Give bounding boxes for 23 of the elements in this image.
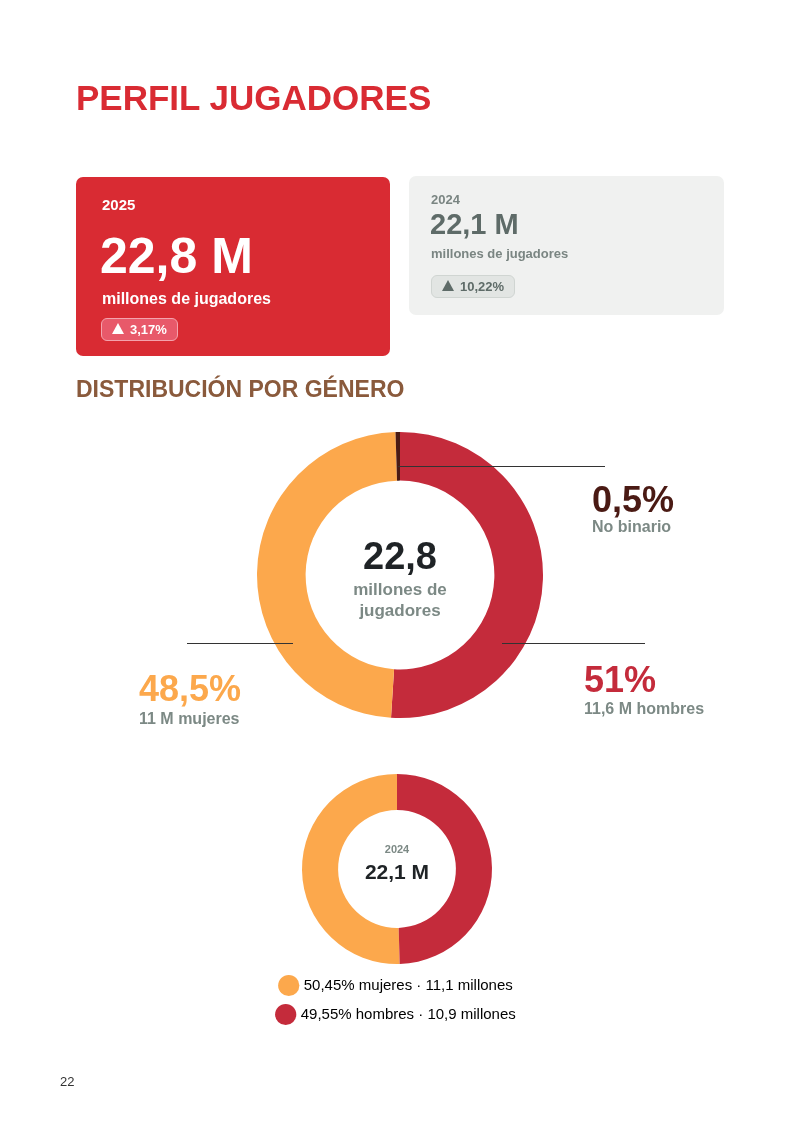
- slice-label: 11 M mujeres: [139, 710, 240, 727]
- legend-label: 49,55% hombres · 10,9 millones: [300, 1004, 516, 1022]
- text: 22,8 M: [100, 227, 253, 285]
- text: 22,1 M: [364, 860, 430, 883]
- text: 10,22%: [460, 279, 505, 294]
- data-label: 51%: [584, 659, 657, 700]
- chart-title: DISTRIBUCIÓN POR GÉNERO: [76, 376, 405, 403]
- data-label: 0,5%: [592, 479, 675, 520]
- legend-label: 50,45% mujeres · 11,1 millones: [303, 975, 513, 993]
- text: 2025: [102, 196, 136, 213]
- text: 2024: [431, 192, 460, 207]
- text: millones de jugadores: [102, 290, 271, 308]
- text: 22: [60, 1074, 75, 1089]
- slice-label: No binario: [592, 518, 672, 535]
- data-label: 48,5%: [139, 668, 242, 709]
- slice-label: 11,6 M hombres: [584, 700, 705, 717]
- text: millones de jugadores: [353, 580, 447, 620]
- text: 22,1 M: [430, 208, 519, 241]
- text: 2024: [384, 843, 411, 855]
- text: PERFIL JUGADORES: [76, 78, 432, 118]
- text: 3,17%: [130, 322, 167, 337]
- text: millones de jugadores: [431, 246, 569, 261]
- text: 22,8: [363, 535, 437, 577]
